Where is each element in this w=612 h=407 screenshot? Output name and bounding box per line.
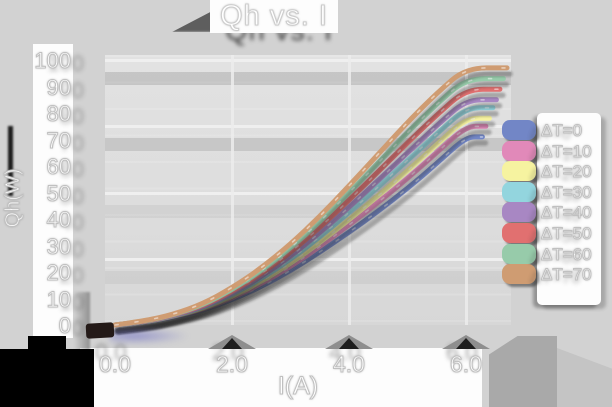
y-tick-label: 0 [58,313,71,339]
y-tick-label: 20 [46,260,71,286]
y-tick-label: 100 [34,48,72,74]
series-line-5 [112,86,503,328]
corner-shadow [0,349,94,407]
x-tick-label: 2.0 [216,351,249,378]
gridline-vertical [231,55,234,325]
legend-swatch-2 [502,161,536,181]
plot-drop-shadow-soft [557,348,612,407]
y-tick-label: 80 [46,101,71,127]
x-tick-label: 0.0 [99,351,132,378]
legend-label-6: ΔT=60 [541,245,593,265]
gridline-shadow [105,72,511,85]
x-tick-strip [80,348,482,407]
y-tick-label: 30 [46,233,71,259]
gridline-vertical [465,55,468,325]
title-box: Qh vs. I [210,0,338,33]
y-tick-label: 90 [46,74,71,100]
series-shadow-3 [115,110,499,334]
gridline-shadow [105,204,511,218]
y-axis-label: Qh(W) [2,168,25,228]
corner-shadow-upper [28,336,66,352]
y-tick-label: 10 [46,286,71,312]
plot-area [105,55,511,325]
legend-label-3: ΔT=30 [541,183,593,203]
legend-label-0: ΔT=0 [541,121,583,141]
legend-swatch-1 [502,141,536,161]
legend-swatch-6 [502,244,536,264]
y-tick-label: 50 [46,180,71,206]
y-tick-strip [33,44,73,338]
legend-swatch-5 [502,223,536,243]
legend-label-1: ΔT=10 [541,142,593,162]
gridline-horizontal [105,191,511,195]
tick-shadow-inner [456,338,476,349]
origin-shadow-blob [85,322,115,339]
y-axis-shadow [8,126,13,196]
legend-swatch-0 [502,120,536,140]
x-axis-label: I(A) [277,372,319,401]
legend-label-4: ΔT=40 [541,203,593,223]
gridline-horizontal [105,125,511,129]
series-line-7 [112,65,510,328]
x-tick-label: 6.0 [450,351,483,378]
legend-swatch-4 [502,202,536,222]
legend-swatch-3 [502,182,536,202]
series-highlight-5 [114,88,501,326]
plot-drop-shadow [489,336,557,407]
legend-label-7: ΔT=70 [541,265,593,285]
axis-corner-shadow [74,292,90,350]
tick-shadow-inner [339,338,359,349]
gridline-shadow [105,270,511,284]
gridline-horizontal [105,59,511,62]
curve-canvas [112,65,513,334]
tick-shadow-inner [222,338,242,349]
y-tick-label: 40 [46,207,71,233]
x-tick-label: 4.0 [333,351,366,378]
curve-start-shadow [110,327,190,345]
series-shadow-7 [115,71,513,334]
legend-background [537,113,601,305]
y-tick-label: 60 [46,154,71,180]
x-tick-marks [208,335,490,349]
chart-title: Qh vs. I [220,0,328,33]
legend-label-2: ΔT=20 [541,162,593,182]
y-tick-label: 70 [46,127,71,153]
legend-swatch-7 [502,264,536,284]
legend-label-5: ΔT=50 [541,224,593,244]
